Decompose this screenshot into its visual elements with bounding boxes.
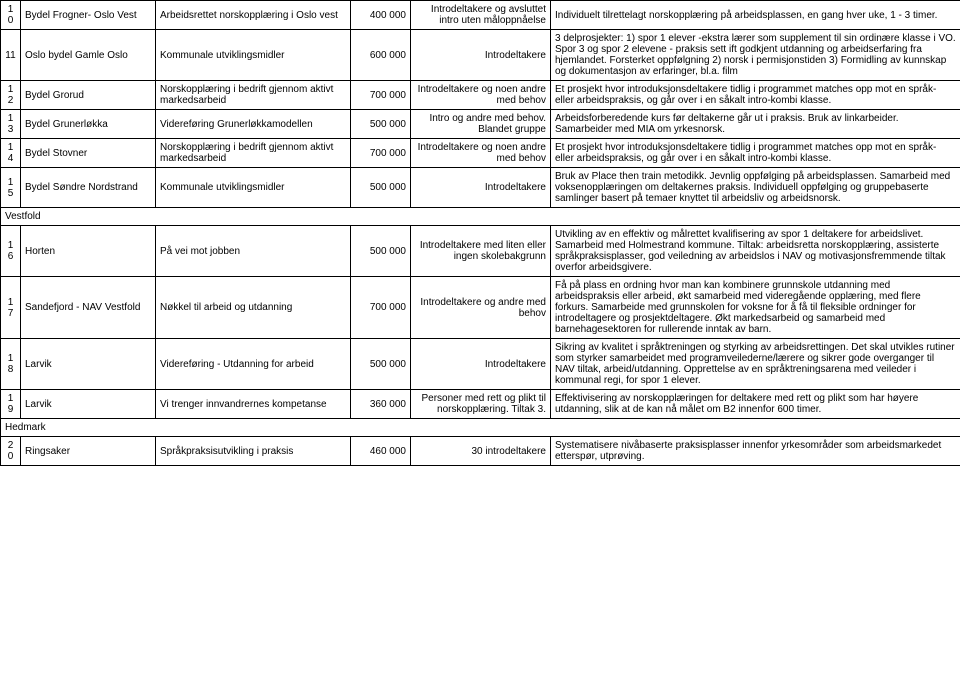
tiltak-cell: Arbeidsrettet norskopplæring i Oslo vest	[156, 1, 351, 30]
row-id: 17	[1, 277, 21, 339]
beskrivelse-cell: Systematisere nivåbaserte praksisplasser…	[551, 437, 960, 466]
row-id: 12	[1, 81, 21, 110]
belop-cell: 460 000	[351, 437, 411, 466]
beskrivelse-cell: Individuelt tilrettelagt norskopplæring …	[551, 1, 960, 30]
belop-cell: 360 000	[351, 390, 411, 419]
table-row: 11Oslo bydel Gamle OsloKommunale utvikli…	[1, 30, 960, 81]
section-row: Hedmark	[1, 419, 960, 437]
row-id: 19	[1, 390, 21, 419]
table-row: 15Bydel Søndre NordstrandKommunale utvik…	[1, 168, 960, 208]
kommune-cell: Horten	[21, 226, 156, 277]
section-label: Vestfold	[1, 208, 960, 226]
tiltak-cell: Kommunale utviklingsmidler	[156, 30, 351, 81]
kommune-cell: Larvik	[21, 339, 156, 390]
malgruppe-cell: Intro og andre med behov. Blandet gruppe	[411, 110, 551, 139]
section-label: Hedmark	[1, 419, 960, 437]
kommune-cell: Oslo bydel Gamle Oslo	[21, 30, 156, 81]
tiltak-cell: Videreføring Grunerløkkamodellen	[156, 110, 351, 139]
malgruppe-cell: Introdeltakere og noen andre med behov	[411, 139, 551, 168]
beskrivelse-cell: Arbeidsforberedende kurs før deltakerne …	[551, 110, 960, 139]
tiltak-cell: Videreføring - Utdanning for arbeid	[156, 339, 351, 390]
tiltak-cell: Vi trenger innvandrernes kompetanse	[156, 390, 351, 419]
table-row: 17Sandefjord - NAV VestfoldNøkkel til ar…	[1, 277, 960, 339]
kommune-cell: Larvik	[21, 390, 156, 419]
row-id: 18	[1, 339, 21, 390]
belop-cell: 500 000	[351, 110, 411, 139]
belop-cell: 500 000	[351, 226, 411, 277]
row-id: 13	[1, 110, 21, 139]
table-row: 19LarvikVi trenger innvandrernes kompeta…	[1, 390, 960, 419]
belop-cell: 700 000	[351, 277, 411, 339]
malgruppe-cell: Introdeltakere	[411, 339, 551, 390]
tiltak-cell: Kommunale utviklingsmidler	[156, 168, 351, 208]
kommune-cell: Bydel Søndre Nordstrand	[21, 168, 156, 208]
kommune-cell: Bydel Grunerløkka	[21, 110, 156, 139]
beskrivelse-cell: Effektivisering av norskopplæringen for …	[551, 390, 960, 419]
kommune-cell: Ringsaker	[21, 437, 156, 466]
malgruppe-cell: Introdeltakere og avsluttet intro uten m…	[411, 1, 551, 30]
malgruppe-cell: 30 introdeltakere	[411, 437, 551, 466]
tiltak-cell: Språkpraksisutvikling i praksis	[156, 437, 351, 466]
section-row: Vestfold	[1, 208, 960, 226]
table-row: 20RingsakerSpråkpraksisutvikling i praks…	[1, 437, 960, 466]
beskrivelse-cell: Bruk av Place then train metodikk. Jevnl…	[551, 168, 960, 208]
beskrivelse-cell: Et prosjekt hvor introduksjonsdeltakere …	[551, 81, 960, 110]
data-table: 10Bydel Frogner- Oslo VestArbeidsrettet …	[0, 0, 960, 466]
tiltak-cell: På vei mot jobben	[156, 226, 351, 277]
belop-cell: 700 000	[351, 81, 411, 110]
table-row: 16HortenPå vei mot jobben500 000Introdel…	[1, 226, 960, 277]
malgruppe-cell: Introdeltakere med liten eller ingen sko…	[411, 226, 551, 277]
malgruppe-cell: Introdeltakere	[411, 168, 551, 208]
table-row: 13Bydel GrunerløkkaVidereføring Grunerlø…	[1, 110, 960, 139]
beskrivelse-cell: Få på plass en ordning hvor man kan komb…	[551, 277, 960, 339]
row-id: 15	[1, 168, 21, 208]
kommune-cell: Bydel Grorud	[21, 81, 156, 110]
beskrivelse-cell: 3 delprosjekter: 1) spor 1 elever -ekstr…	[551, 30, 960, 81]
row-id: 10	[1, 1, 21, 30]
belop-cell: 500 000	[351, 339, 411, 390]
row-id: 20	[1, 437, 21, 466]
beskrivelse-cell: Utvikling av en effektiv og målrettet kv…	[551, 226, 960, 277]
table-row: 18LarvikVidereføring - Utdanning for arb…	[1, 339, 960, 390]
tiltak-cell: Norskopplæring i bedrift gjennom aktivt …	[156, 81, 351, 110]
malgruppe-cell: Introdeltakere og andre med behov	[411, 277, 551, 339]
row-id: 16	[1, 226, 21, 277]
malgruppe-cell: Personer med rett og plikt til norskoppl…	[411, 390, 551, 419]
malgruppe-cell: Introdeltakere og noen andre med behov	[411, 81, 551, 110]
table-row: 14Bydel StovnerNorskopplæring i bedrift …	[1, 139, 960, 168]
malgruppe-cell: Introdeltakere	[411, 30, 551, 81]
tiltak-cell: Norskopplæring i bedrift gjennom aktivt …	[156, 139, 351, 168]
kommune-cell: Bydel Stovner	[21, 139, 156, 168]
belop-cell: 400 000	[351, 1, 411, 30]
table-row: 12Bydel GrorudNorskopplæring i bedrift g…	[1, 81, 960, 110]
beskrivelse-cell: Et prosjekt hvor introduksjonsdeltakere …	[551, 139, 960, 168]
belop-cell: 600 000	[351, 30, 411, 81]
kommune-cell: Bydel Frogner- Oslo Vest	[21, 1, 156, 30]
belop-cell: 500 000	[351, 168, 411, 208]
row-id: 11	[1, 30, 21, 81]
belop-cell: 700 000	[351, 139, 411, 168]
tiltak-cell: Nøkkel til arbeid og utdanning	[156, 277, 351, 339]
kommune-cell: Sandefjord - NAV Vestfold	[21, 277, 156, 339]
table-row: 10Bydel Frogner- Oslo VestArbeidsrettet …	[1, 1, 960, 30]
row-id: 14	[1, 139, 21, 168]
beskrivelse-cell: Sikring av kvalitet i språktreningen og …	[551, 339, 960, 390]
